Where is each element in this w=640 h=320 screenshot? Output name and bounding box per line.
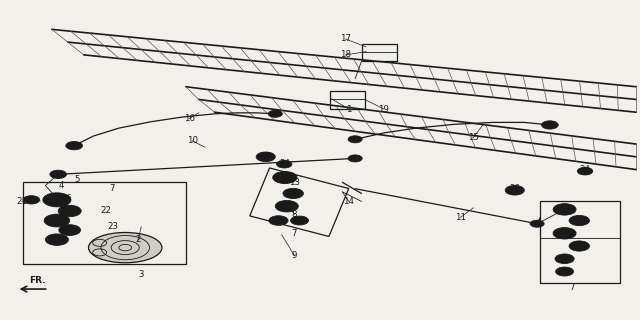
Text: 24: 24 — [280, 159, 291, 168]
Circle shape — [276, 160, 292, 168]
Text: 20: 20 — [509, 184, 520, 193]
Text: FR.: FR. — [29, 276, 46, 285]
Bar — [330, 92, 365, 109]
Circle shape — [51, 217, 63, 224]
Circle shape — [58, 205, 81, 217]
Text: 7: 7 — [570, 283, 575, 292]
Text: 6: 6 — [65, 194, 70, 203]
Text: 17: 17 — [340, 35, 351, 44]
Circle shape — [23, 196, 40, 204]
Circle shape — [291, 216, 308, 225]
Circle shape — [530, 220, 544, 227]
Text: 9: 9 — [292, 251, 297, 260]
Circle shape — [64, 228, 75, 233]
Circle shape — [44, 214, 70, 227]
Bar — [362, 44, 397, 61]
Bar — [23, 182, 186, 264]
Circle shape — [553, 204, 576, 215]
Text: 10: 10 — [187, 136, 198, 145]
Circle shape — [43, 193, 71, 207]
Circle shape — [64, 208, 76, 214]
Ellipse shape — [88, 233, 162, 263]
Text: 20: 20 — [260, 152, 271, 161]
Circle shape — [348, 155, 362, 162]
Circle shape — [50, 196, 64, 203]
Text: 5: 5 — [75, 175, 80, 184]
Text: 1: 1 — [346, 105, 351, 114]
Text: 13: 13 — [289, 178, 300, 187]
Circle shape — [269, 216, 288, 225]
Circle shape — [50, 170, 67, 179]
Text: 11: 11 — [455, 213, 466, 222]
Text: 7: 7 — [109, 184, 115, 193]
Circle shape — [268, 110, 282, 117]
Text: 24: 24 — [580, 165, 591, 174]
Circle shape — [555, 254, 574, 264]
Text: 16: 16 — [184, 114, 195, 123]
Circle shape — [283, 188, 303, 198]
Circle shape — [51, 237, 63, 243]
Text: 21: 21 — [16, 197, 28, 206]
Circle shape — [577, 167, 593, 175]
Bar — [540, 201, 620, 283]
Text: 15: 15 — [468, 133, 479, 142]
Circle shape — [569, 215, 589, 226]
Circle shape — [556, 267, 573, 276]
Text: 7: 7 — [292, 229, 297, 238]
Text: 2: 2 — [135, 235, 141, 244]
Circle shape — [541, 121, 558, 129]
Circle shape — [275, 200, 298, 212]
Circle shape — [505, 186, 524, 195]
Circle shape — [66, 141, 83, 150]
Circle shape — [261, 155, 270, 159]
Text: 23: 23 — [107, 222, 118, 231]
Circle shape — [256, 152, 275, 162]
Text: 3: 3 — [138, 270, 144, 279]
Text: 4: 4 — [59, 181, 64, 190]
Text: 14: 14 — [343, 197, 354, 206]
Text: 18: 18 — [340, 50, 351, 59]
Text: 8: 8 — [292, 210, 297, 219]
Text: 22: 22 — [100, 206, 111, 215]
Circle shape — [348, 136, 362, 143]
Circle shape — [569, 241, 589, 251]
Circle shape — [59, 225, 81, 236]
Text: 19: 19 — [378, 105, 389, 114]
Circle shape — [510, 188, 519, 193]
Text: 13: 13 — [554, 206, 565, 215]
Text: 12: 12 — [554, 229, 565, 238]
Circle shape — [553, 228, 576, 239]
Circle shape — [45, 234, 68, 245]
Circle shape — [273, 172, 297, 184]
